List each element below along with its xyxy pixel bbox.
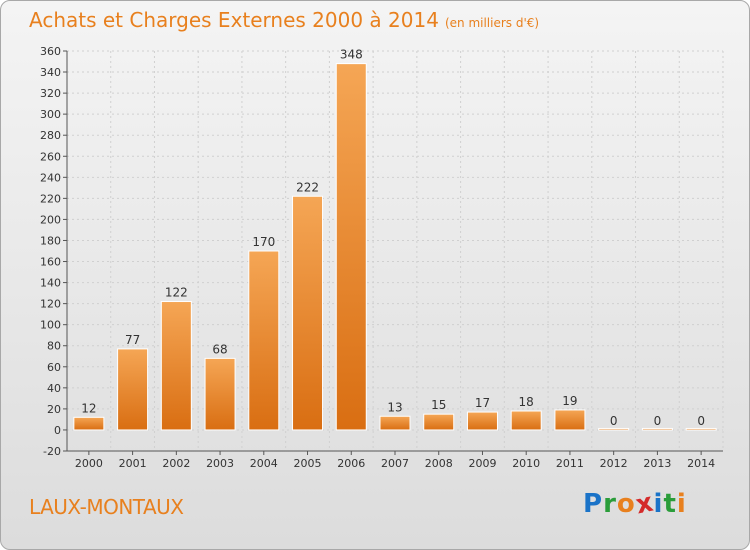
logo-letter: i (676, 489, 687, 519)
y-tick-label: 340 (40, 66, 61, 79)
logo-letter: o (616, 489, 636, 519)
x-tick-label: 2004 (250, 457, 278, 470)
value-labels: 12 77 122 68 170 222 348 13 15 17 18 19 0 0 0 (81, 48, 705, 428)
y-tick-label: 260 (40, 150, 61, 163)
data-label: 19 (562, 394, 577, 408)
data-label: 0 (697, 414, 705, 428)
y-tick-label: 320 (40, 87, 61, 100)
data-label: 0 (654, 414, 662, 428)
x-tick-label: 2001 (119, 457, 147, 470)
data-label: 12 (81, 401, 96, 415)
logo-letter: P (583, 489, 604, 519)
data-label: 15 (431, 398, 446, 412)
data-label: 222 (296, 180, 319, 194)
bar (335, 63, 367, 431)
x-tick-label: 2002 (162, 457, 190, 470)
bar (292, 195, 324, 431)
chart-title: Achats et Charges Externes 2000 à 2014 (e… (29, 8, 539, 32)
data-label: 77 (125, 333, 140, 347)
axes: -200204060801001201401601802002202402602… (40, 45, 723, 470)
y-tick-label: 360 (40, 45, 61, 58)
chart-title-text: Achats et Charges Externes 2000 à 2014 (29, 8, 439, 32)
data-label: 348 (340, 48, 363, 62)
chart-unit: (en milliers d'€) (444, 16, 540, 30)
logo-letter: r (603, 489, 617, 519)
bars (73, 63, 717, 431)
bar (641, 427, 673, 431)
data-label: 68 (212, 342, 227, 356)
y-tick-label: 140 (40, 277, 61, 290)
data-label: 18 (519, 395, 534, 409)
bar (423, 413, 455, 431)
y-tick-label: -20 (43, 445, 61, 458)
bar (117, 348, 149, 431)
commune-name: LAUX-MONTAUX (29, 495, 184, 519)
bar (598, 427, 630, 431)
bar (466, 411, 498, 431)
data-label: 170 (252, 235, 275, 249)
logo-letter: i (653, 489, 664, 519)
bar (510, 410, 542, 431)
x-tick-label: 2014 (687, 457, 715, 470)
y-tick-label: 120 (40, 298, 61, 311)
y-tick-label: 60 (47, 361, 61, 374)
y-tick-label: 180 (40, 234, 61, 247)
y-tick-label: 160 (40, 256, 61, 269)
data-label: 0 (610, 414, 618, 428)
x-tick-label: 2006 (337, 457, 365, 470)
data-label: 122 (165, 286, 188, 300)
data-label: 13 (387, 400, 402, 414)
y-tick-label: 0 (54, 424, 61, 437)
y-tick-label: 220 (40, 192, 61, 205)
x-tick-label: 2007 (381, 457, 409, 470)
logo-letter: t (663, 489, 677, 519)
bar (204, 357, 236, 431)
x-tick-label: 2005 (294, 457, 322, 470)
bar (248, 250, 280, 431)
bar (160, 301, 192, 431)
y-tick-label: 240 (40, 171, 61, 184)
y-tick-label: 100 (40, 319, 61, 332)
x-tick-label: 2009 (468, 457, 496, 470)
data-label: 17 (475, 396, 490, 410)
y-tick-label: 300 (40, 108, 61, 121)
x-tick-label: 2000 (75, 457, 103, 470)
y-tick-label: 80 (47, 340, 61, 353)
y-tick-label: 40 (47, 382, 61, 395)
x-tick-label: 2012 (600, 457, 628, 470)
x-tick-label: 2010 (512, 457, 540, 470)
proxiti-logo[interactable]: Proxiti (583, 487, 687, 520)
bar (73, 416, 105, 431)
y-tick-label: 280 (40, 129, 61, 142)
x-tick-label: 2011 (556, 457, 584, 470)
bar (379, 415, 411, 431)
bar (554, 409, 586, 431)
x-tick-label: 2008 (425, 457, 453, 470)
x-tick-label: 2013 (643, 457, 671, 470)
y-tick-label: 20 (47, 403, 61, 416)
x-tick-label: 2003 (206, 457, 234, 470)
y-tick-label: 200 (40, 213, 61, 226)
bar (685, 427, 717, 431)
